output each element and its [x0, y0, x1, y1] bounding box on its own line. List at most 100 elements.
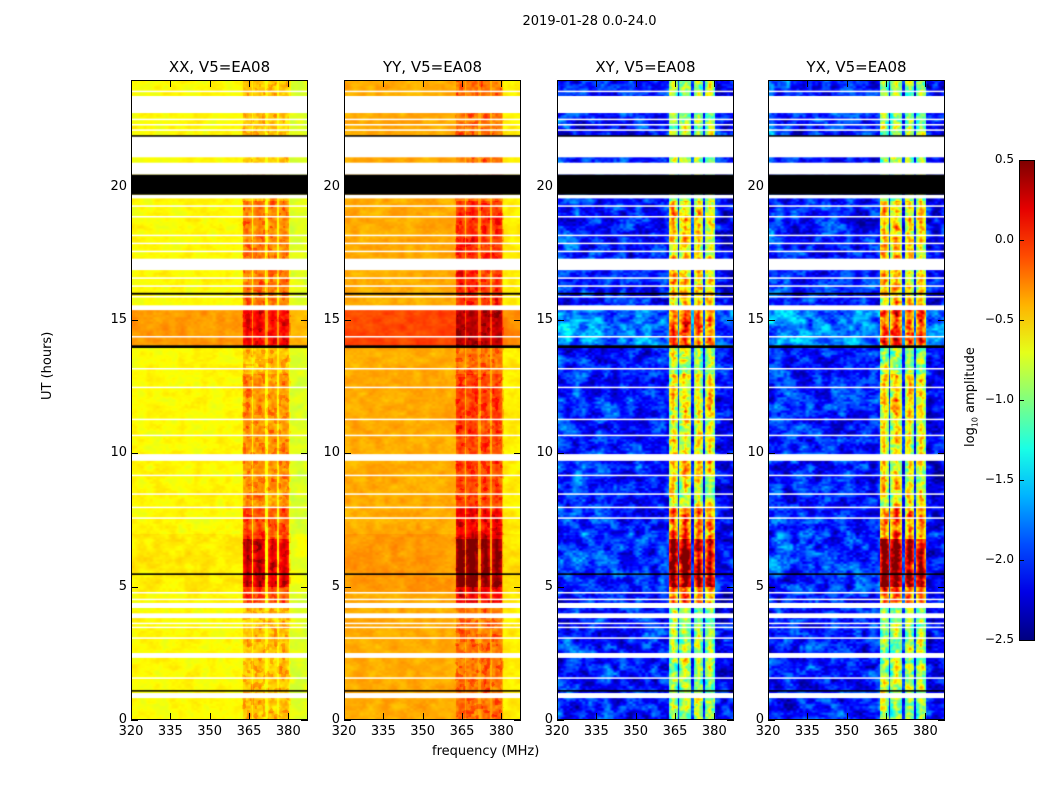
y-tick [514, 186, 521, 188]
colorbar-label-prefix: log [963, 427, 978, 447]
y-tick [557, 453, 564, 455]
y-tick-label: 20 [110, 178, 127, 194]
y-tick [514, 453, 521, 455]
colorbar-tick [1020, 160, 1024, 161]
y-tick [301, 720, 308, 721]
y-tick [557, 720, 564, 721]
y-tick-label: 15 [323, 312, 340, 327]
y-tick-label: 5 [755, 578, 764, 594]
y-tick [344, 186, 351, 188]
colorbar-tick [1020, 560, 1024, 561]
x-tick [807, 80, 809, 87]
y-tick [131, 586, 138, 588]
y-tick [131, 186, 138, 188]
y-tick [131, 320, 138, 321]
y-tick [301, 186, 308, 188]
colorbar-tick-label: −1.0 [984, 392, 1014, 406]
colorbar-tick [1020, 480, 1024, 481]
colorbar-tick [1020, 640, 1024, 641]
y-tick-label: 15 [747, 312, 764, 327]
y-tick [768, 586, 775, 588]
x-tick [596, 80, 598, 87]
x-tick-label: 380 [701, 724, 727, 739]
x-tick [714, 80, 716, 87]
x-tick-label: 320 [544, 724, 570, 739]
x-tick-label: 365 [236, 724, 262, 739]
y-tick-label: 10 [110, 445, 127, 461]
y-tick-label: 20 [536, 178, 553, 194]
y-tick [557, 320, 564, 321]
y-tick [301, 320, 308, 321]
x-tick [462, 713, 463, 720]
y-axis-label: UT (hours) [40, 331, 55, 400]
y-tick [344, 720, 351, 721]
x-tick [714, 713, 716, 720]
x-tick-label: 335 [794, 724, 820, 739]
y-tick [938, 453, 945, 455]
x-tick [501, 80, 503, 87]
heatmap-yy [344, 80, 521, 720]
x-tick [383, 80, 385, 87]
y-tick [938, 586, 945, 588]
x-tick-label: 365 [662, 724, 688, 739]
x-tick [249, 713, 250, 720]
x-axis-label: frequency (MHz) [432, 744, 540, 759]
y-tick [938, 720, 945, 721]
colorbar-tick [1020, 320, 1024, 321]
x-tick-label: 335 [157, 724, 183, 739]
y-tick [344, 586, 351, 588]
y-tick [301, 586, 308, 588]
x-tick [249, 80, 250, 87]
x-tick [422, 713, 424, 720]
x-tick [131, 80, 132, 87]
colorbar-tick-label: −1.5 [984, 472, 1014, 486]
panel-xy: XY, V5=EA08 [557, 58, 734, 720]
y-tick [514, 586, 521, 588]
x-tick [557, 713, 558, 720]
colorbar-tick-label: −2.0 [984, 552, 1014, 566]
x-tick-label: 365 [873, 724, 899, 739]
x-tick-label: 350 [197, 724, 223, 739]
y-tick-label: 20 [747, 178, 764, 194]
y-tick [131, 453, 138, 455]
colorbar-tick [1020, 400, 1024, 401]
y-tick [727, 720, 734, 721]
x-tick [886, 713, 887, 720]
heatmap-yx [768, 80, 945, 720]
y-tick [557, 586, 564, 588]
panel-yx: YX, V5=EA08 [768, 58, 945, 720]
x-tick [383, 713, 385, 720]
y-tick-label: 15 [110, 312, 127, 327]
colorbar-tick [1020, 240, 1024, 241]
colorbar-label-sub: 10 [970, 416, 980, 428]
x-tick-label: 320 [331, 724, 357, 739]
y-tick [514, 720, 521, 721]
y-tick [768, 453, 775, 455]
x-tick [846, 713, 848, 720]
x-tick-label: 335 [370, 724, 396, 739]
y-tick-label: 0 [544, 712, 553, 727]
x-tick [170, 713, 172, 720]
colorbar-tick-label: 0.0 [994, 232, 1014, 246]
y-tick [768, 320, 775, 321]
panel-xx: XX, V5=EA08 [131, 58, 308, 720]
panel-title: YX, V5=EA08 [806, 58, 907, 76]
y-tick-label: 5 [118, 578, 127, 594]
colorbar-tick-label: −0.5 [984, 312, 1014, 326]
panel-title: XX, V5=EA08 [168, 58, 271, 76]
y-tick-label: 15 [536, 312, 553, 327]
x-tick [675, 80, 676, 87]
x-tick [596, 713, 598, 720]
y-tick [727, 320, 734, 321]
x-tick-label: 380 [488, 724, 514, 739]
x-tick [209, 713, 211, 720]
x-tick [462, 80, 463, 87]
y-tick-label: 0 [118, 712, 127, 727]
y-tick [344, 320, 351, 321]
x-tick [925, 80, 927, 87]
y-tick-label: 10 [536, 445, 553, 461]
x-tick [170, 80, 172, 87]
x-tick-label: 335 [583, 724, 609, 739]
x-tick [422, 80, 424, 87]
y-tick-label: 5 [331, 578, 340, 594]
